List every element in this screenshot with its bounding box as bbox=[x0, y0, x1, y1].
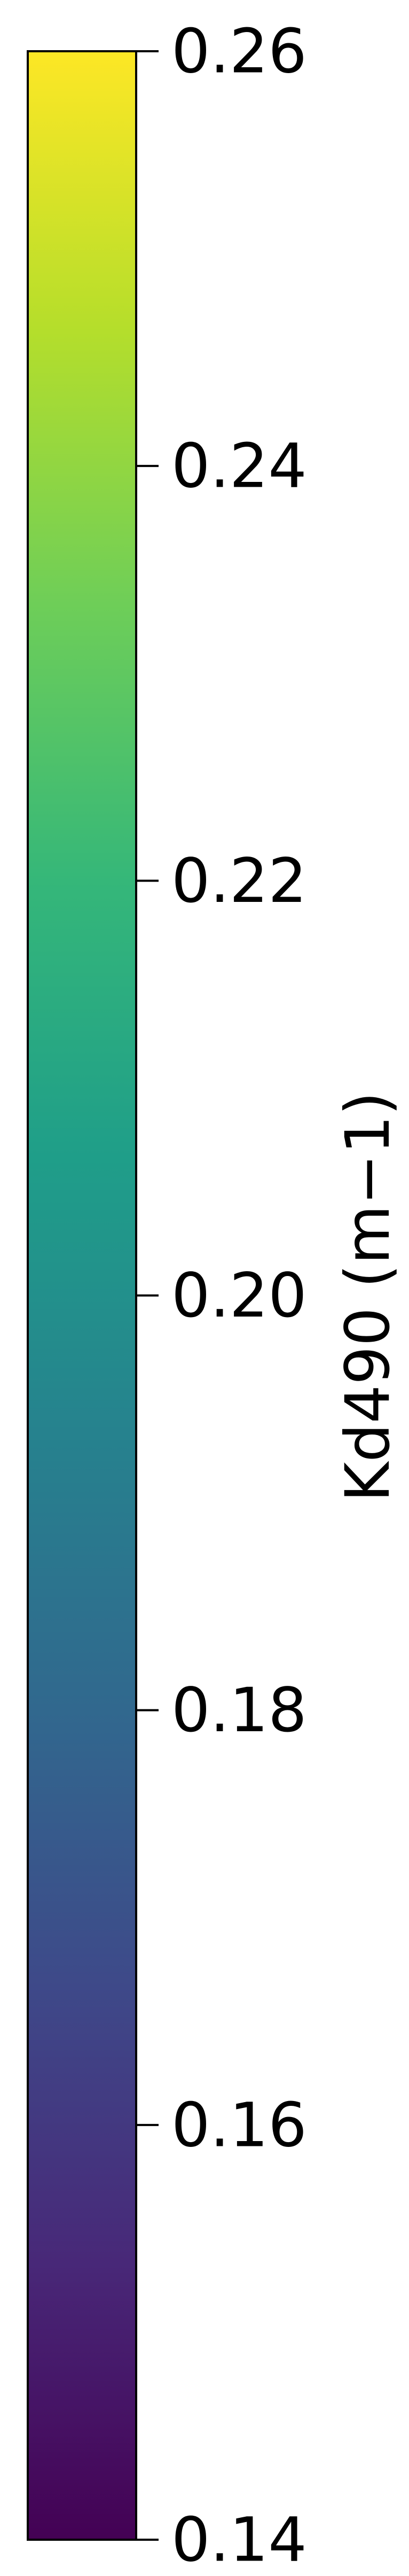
tick-label: 0.14 bbox=[171, 2504, 307, 2575]
colorbar-ticks: 0.14 0.16 0.18 0.20 0.22 0.24 0.26 bbox=[136, 16, 307, 2575]
colorbar-scale bbox=[27, 50, 137, 2541]
tick-label: 0.26 bbox=[171, 16, 307, 87]
tick-label: 0.24 bbox=[171, 431, 307, 502]
tick-label: 0.16 bbox=[171, 2089, 307, 2160]
tick-label: 0.20 bbox=[171, 1260, 307, 1331]
tick-label: 0.22 bbox=[171, 845, 307, 916]
tick-label: 0.18 bbox=[171, 1675, 307, 1746]
colorbar-axis-label: Kd490 (m−1) bbox=[332, 1092, 403, 1502]
